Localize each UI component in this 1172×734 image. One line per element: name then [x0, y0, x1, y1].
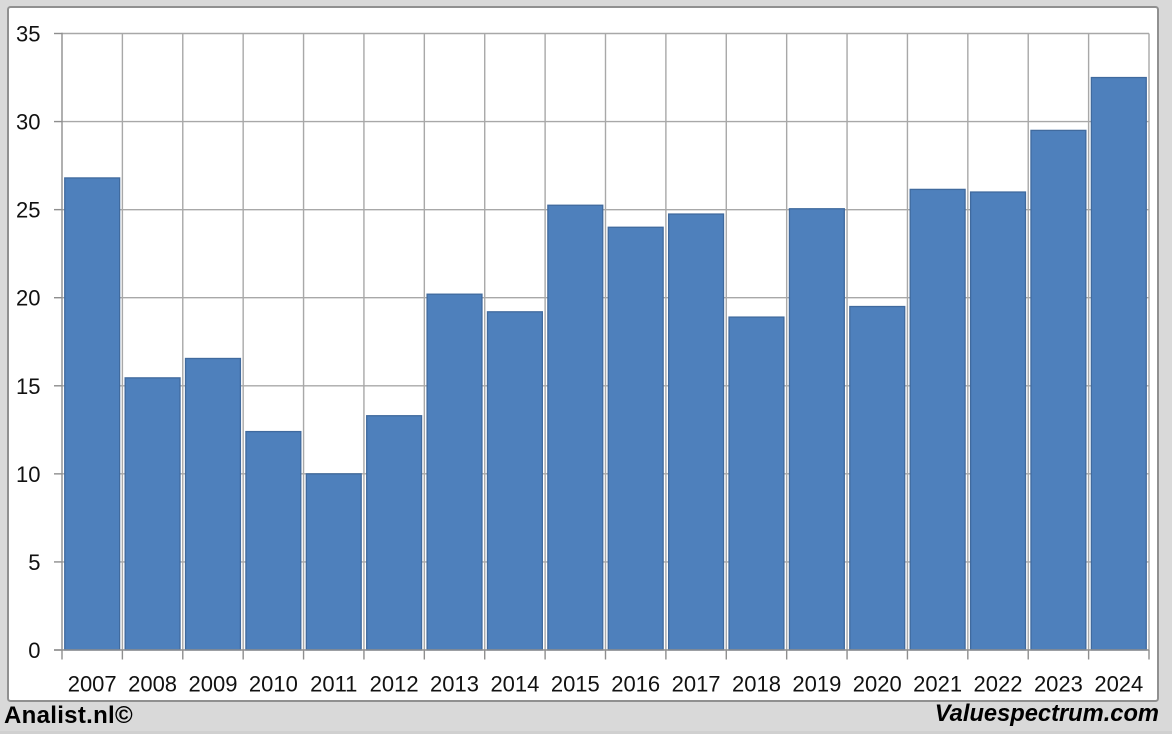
svg-text:2015: 2015: [551, 672, 600, 697]
svg-text:2022: 2022: [974, 672, 1023, 697]
svg-text:30: 30: [16, 110, 40, 135]
svg-text:2021: 2021: [913, 672, 962, 697]
svg-text:2020: 2020: [853, 672, 902, 697]
svg-text:2009: 2009: [188, 672, 237, 697]
svg-text:2023: 2023: [1034, 672, 1083, 697]
svg-text:2012: 2012: [370, 672, 419, 697]
svg-text:2017: 2017: [672, 672, 721, 697]
svg-text:2019: 2019: [792, 672, 841, 697]
svg-text:2016: 2016: [611, 672, 660, 697]
svg-text:2013: 2013: [430, 672, 479, 697]
svg-text:25: 25: [16, 198, 40, 223]
svg-text:35: 35: [16, 22, 40, 47]
svg-text:2014: 2014: [490, 672, 539, 697]
svg-text:10: 10: [16, 462, 40, 487]
svg-text:2008: 2008: [128, 672, 177, 697]
svg-text:20: 20: [16, 286, 40, 311]
svg-text:5: 5: [28, 550, 40, 575]
svg-text:2024: 2024: [1094, 672, 1143, 697]
svg-text:2018: 2018: [732, 672, 781, 697]
svg-text:15: 15: [16, 374, 40, 399]
svg-text:2007: 2007: [68, 672, 117, 697]
svg-text:0: 0: [28, 638, 40, 663]
svg-text:2010: 2010: [249, 672, 298, 697]
svg-text:2011: 2011: [310, 672, 357, 697]
